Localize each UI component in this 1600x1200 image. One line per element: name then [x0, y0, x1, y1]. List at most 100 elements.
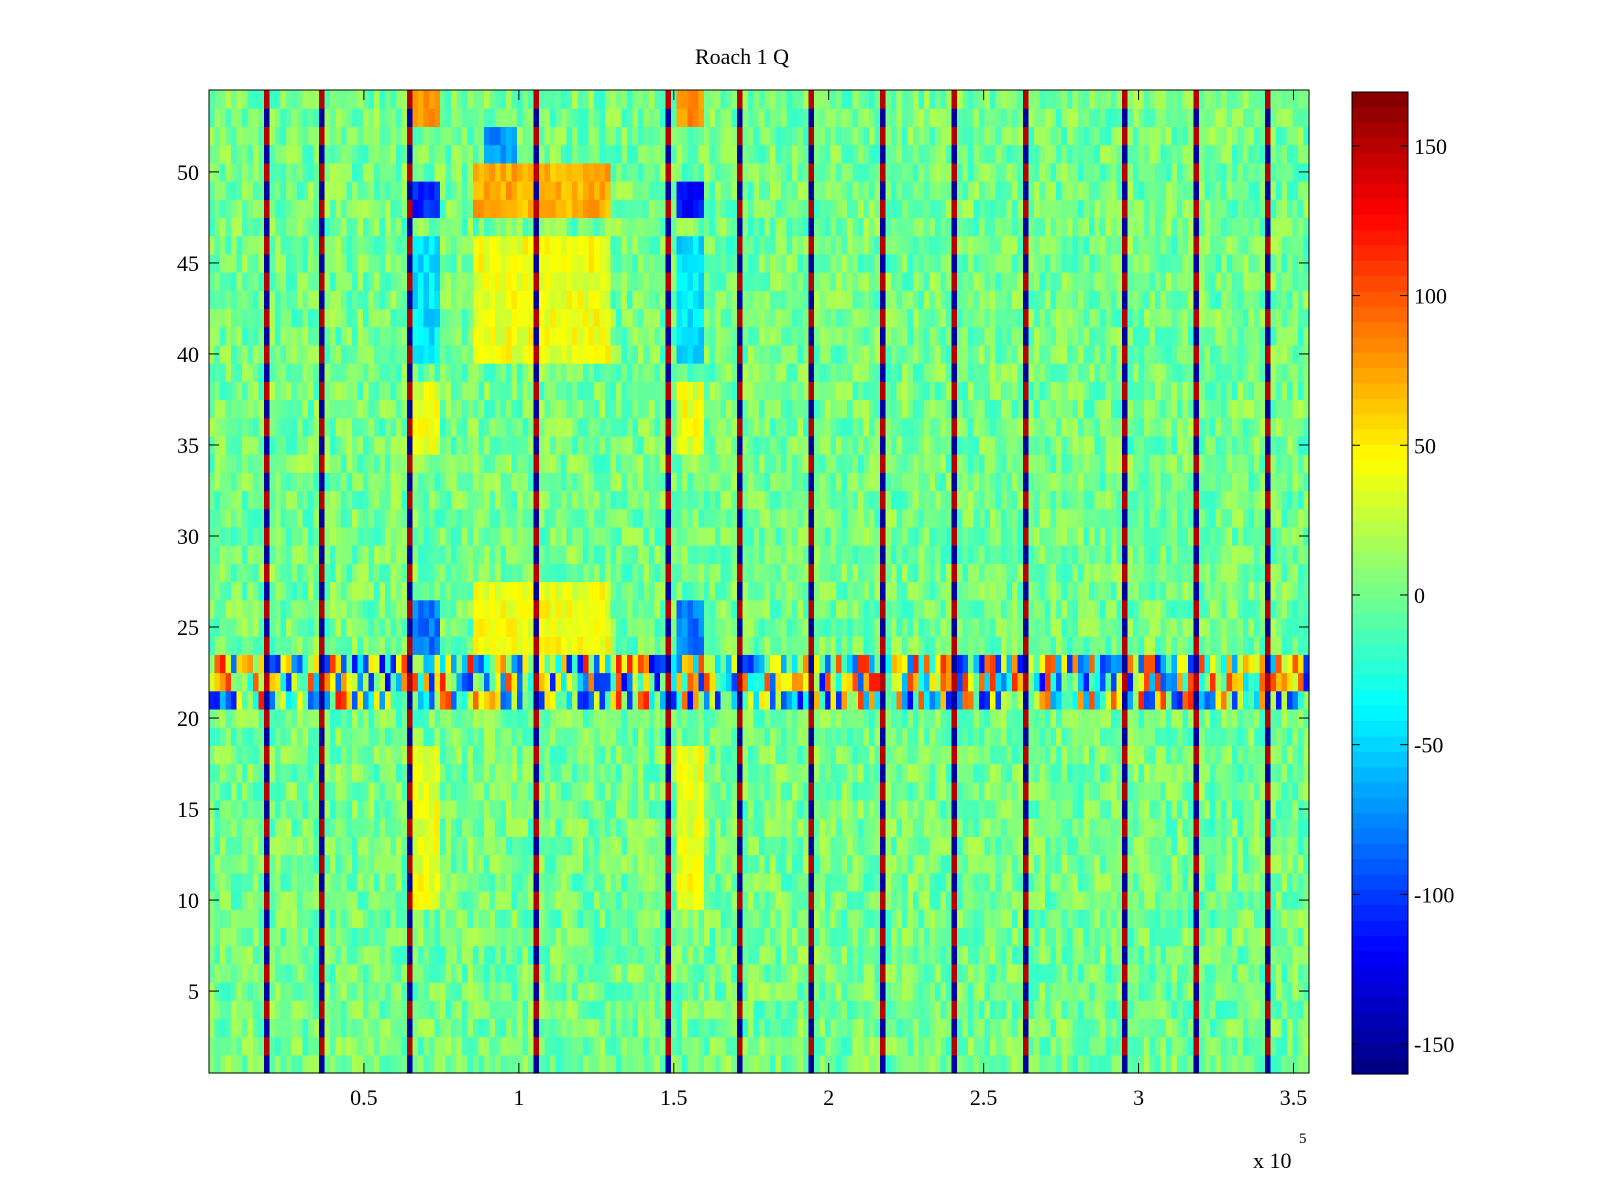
- heatmap-cell: [220, 1054, 227, 1074]
- heatmap-cell: [1177, 763, 1184, 783]
- heatmap-cell: [775, 1036, 782, 1056]
- heatmap-cell: [720, 945, 727, 965]
- heatmap-cell: [319, 690, 326, 710]
- heatmap-cell: [781, 872, 788, 892]
- heatmap-cell: [445, 818, 452, 837]
- heatmap-cell: [302, 836, 309, 856]
- heatmap-cell: [660, 617, 667, 637]
- heatmap-cell: [891, 836, 898, 856]
- heatmap-cell: [825, 672, 832, 692]
- heatmap-cell: [313, 727, 320, 746]
- heatmap-cell: [1221, 1000, 1228, 1019]
- heatmap-cell: [891, 781, 898, 801]
- heatmap-cell: [918, 981, 925, 1001]
- heatmap-cell: [247, 708, 254, 728]
- heatmap-cell: [1276, 1054, 1283, 1074]
- heatmap-cell: [896, 672, 903, 692]
- heatmap-cell: [1034, 654, 1041, 674]
- heatmap-cell: [962, 818, 969, 837]
- heatmap-cell: [1182, 945, 1189, 965]
- heatmap-cell: [506, 981, 513, 1001]
- heatmap-cell: [484, 636, 491, 655]
- heatmap-cell: [462, 708, 469, 728]
- heatmap-cell: [940, 818, 947, 837]
- heatmap-cell: [1050, 872, 1057, 892]
- heatmap-cell: [1094, 890, 1101, 910]
- heatmap-cell: [478, 927, 485, 947]
- heatmap-cell: [319, 672, 326, 692]
- heatmap-cell: [533, 963, 540, 983]
- heatmap-cell: [511, 781, 518, 801]
- heatmap-cell: [649, 981, 656, 1001]
- heatmap-cell: [258, 963, 265, 983]
- heatmap-cell: [506, 654, 513, 674]
- heatmap-cell: [363, 727, 370, 746]
- heatmap-cell: [693, 727, 700, 746]
- heatmap-cell: [962, 727, 969, 746]
- heatmap-cell: [374, 636, 381, 655]
- heatmap-cell: [572, 945, 579, 965]
- heatmap-cell: [990, 1054, 997, 1074]
- heatmap-cell: [511, 1036, 518, 1056]
- heatmap-cell: [951, 818, 958, 837]
- heatmap-cell: [1034, 763, 1041, 783]
- heatmap-cell: [808, 890, 815, 910]
- heatmap-cell: [412, 799, 419, 819]
- heatmap-cell: [1001, 981, 1008, 1001]
- heatmap-cell: [396, 763, 403, 783]
- heatmap-cell: [1039, 617, 1046, 637]
- heatmap-cell: [847, 745, 854, 765]
- heatmap-cell: [511, 836, 518, 856]
- heatmap-cell: [775, 636, 782, 655]
- heatmap-cell: [478, 1036, 485, 1056]
- heatmap-cell: [330, 927, 337, 947]
- heatmap-cell: [1204, 909, 1211, 928]
- heatmap-cell: [874, 636, 881, 655]
- heatmap-cell: [759, 872, 766, 892]
- heatmap-cell: [1248, 708, 1255, 728]
- heatmap-cell: [770, 945, 777, 965]
- heatmap-cell: [1116, 1018, 1123, 1038]
- heatmap-cell: [1177, 690, 1184, 710]
- heatmap-cell: [335, 781, 342, 801]
- heatmap-cell: [929, 909, 936, 928]
- heatmap-cell: [561, 1000, 568, 1019]
- heatmap-cell: [1204, 1018, 1211, 1038]
- heatmap-cell: [715, 872, 722, 892]
- heatmap-cell: [1067, 836, 1074, 856]
- heatmap-cell: [742, 654, 749, 674]
- heatmap-cell: [1144, 617, 1151, 637]
- heatmap-cell: [599, 1000, 606, 1019]
- heatmap-cell: [1188, 708, 1195, 728]
- heatmap-cell: [957, 672, 964, 692]
- heatmap-cell: [1100, 963, 1107, 983]
- heatmap-cell: [1149, 1000, 1156, 1019]
- heatmap-cell: [253, 836, 260, 856]
- heatmap-cell: [1116, 909, 1123, 928]
- heatmap-cell: [907, 1018, 914, 1038]
- heatmap-cell: [258, 781, 265, 801]
- heatmap-cell: [1248, 672, 1255, 692]
- heatmap-cell: [297, 1036, 304, 1056]
- heatmap-cell: [852, 708, 859, 728]
- heatmap-cell: [363, 945, 370, 965]
- heatmap-cell: [643, 945, 650, 965]
- heatmap-cell: [704, 945, 711, 965]
- heatmap-cell: [687, 909, 694, 928]
- heatmap-cell: [1012, 818, 1019, 837]
- heatmap-cell: [924, 1000, 931, 1019]
- heatmap-cell: [451, 727, 458, 746]
- heatmap-cell: [962, 654, 969, 674]
- heatmap-cell: [1270, 1054, 1277, 1074]
- heatmap-cell: [907, 672, 914, 692]
- heatmap-cell: [1237, 727, 1244, 746]
- heatmap-cell: [1067, 945, 1074, 965]
- heatmap-cell: [814, 799, 821, 819]
- heatmap-cell: [297, 745, 304, 765]
- heatmap-cell: [704, 636, 711, 655]
- heatmap-cell: [539, 690, 546, 710]
- heatmap-cell: [1094, 836, 1101, 856]
- heatmap-cell: [319, 617, 326, 637]
- heatmap-cell: [979, 836, 986, 856]
- heatmap-cell: [764, 672, 771, 692]
